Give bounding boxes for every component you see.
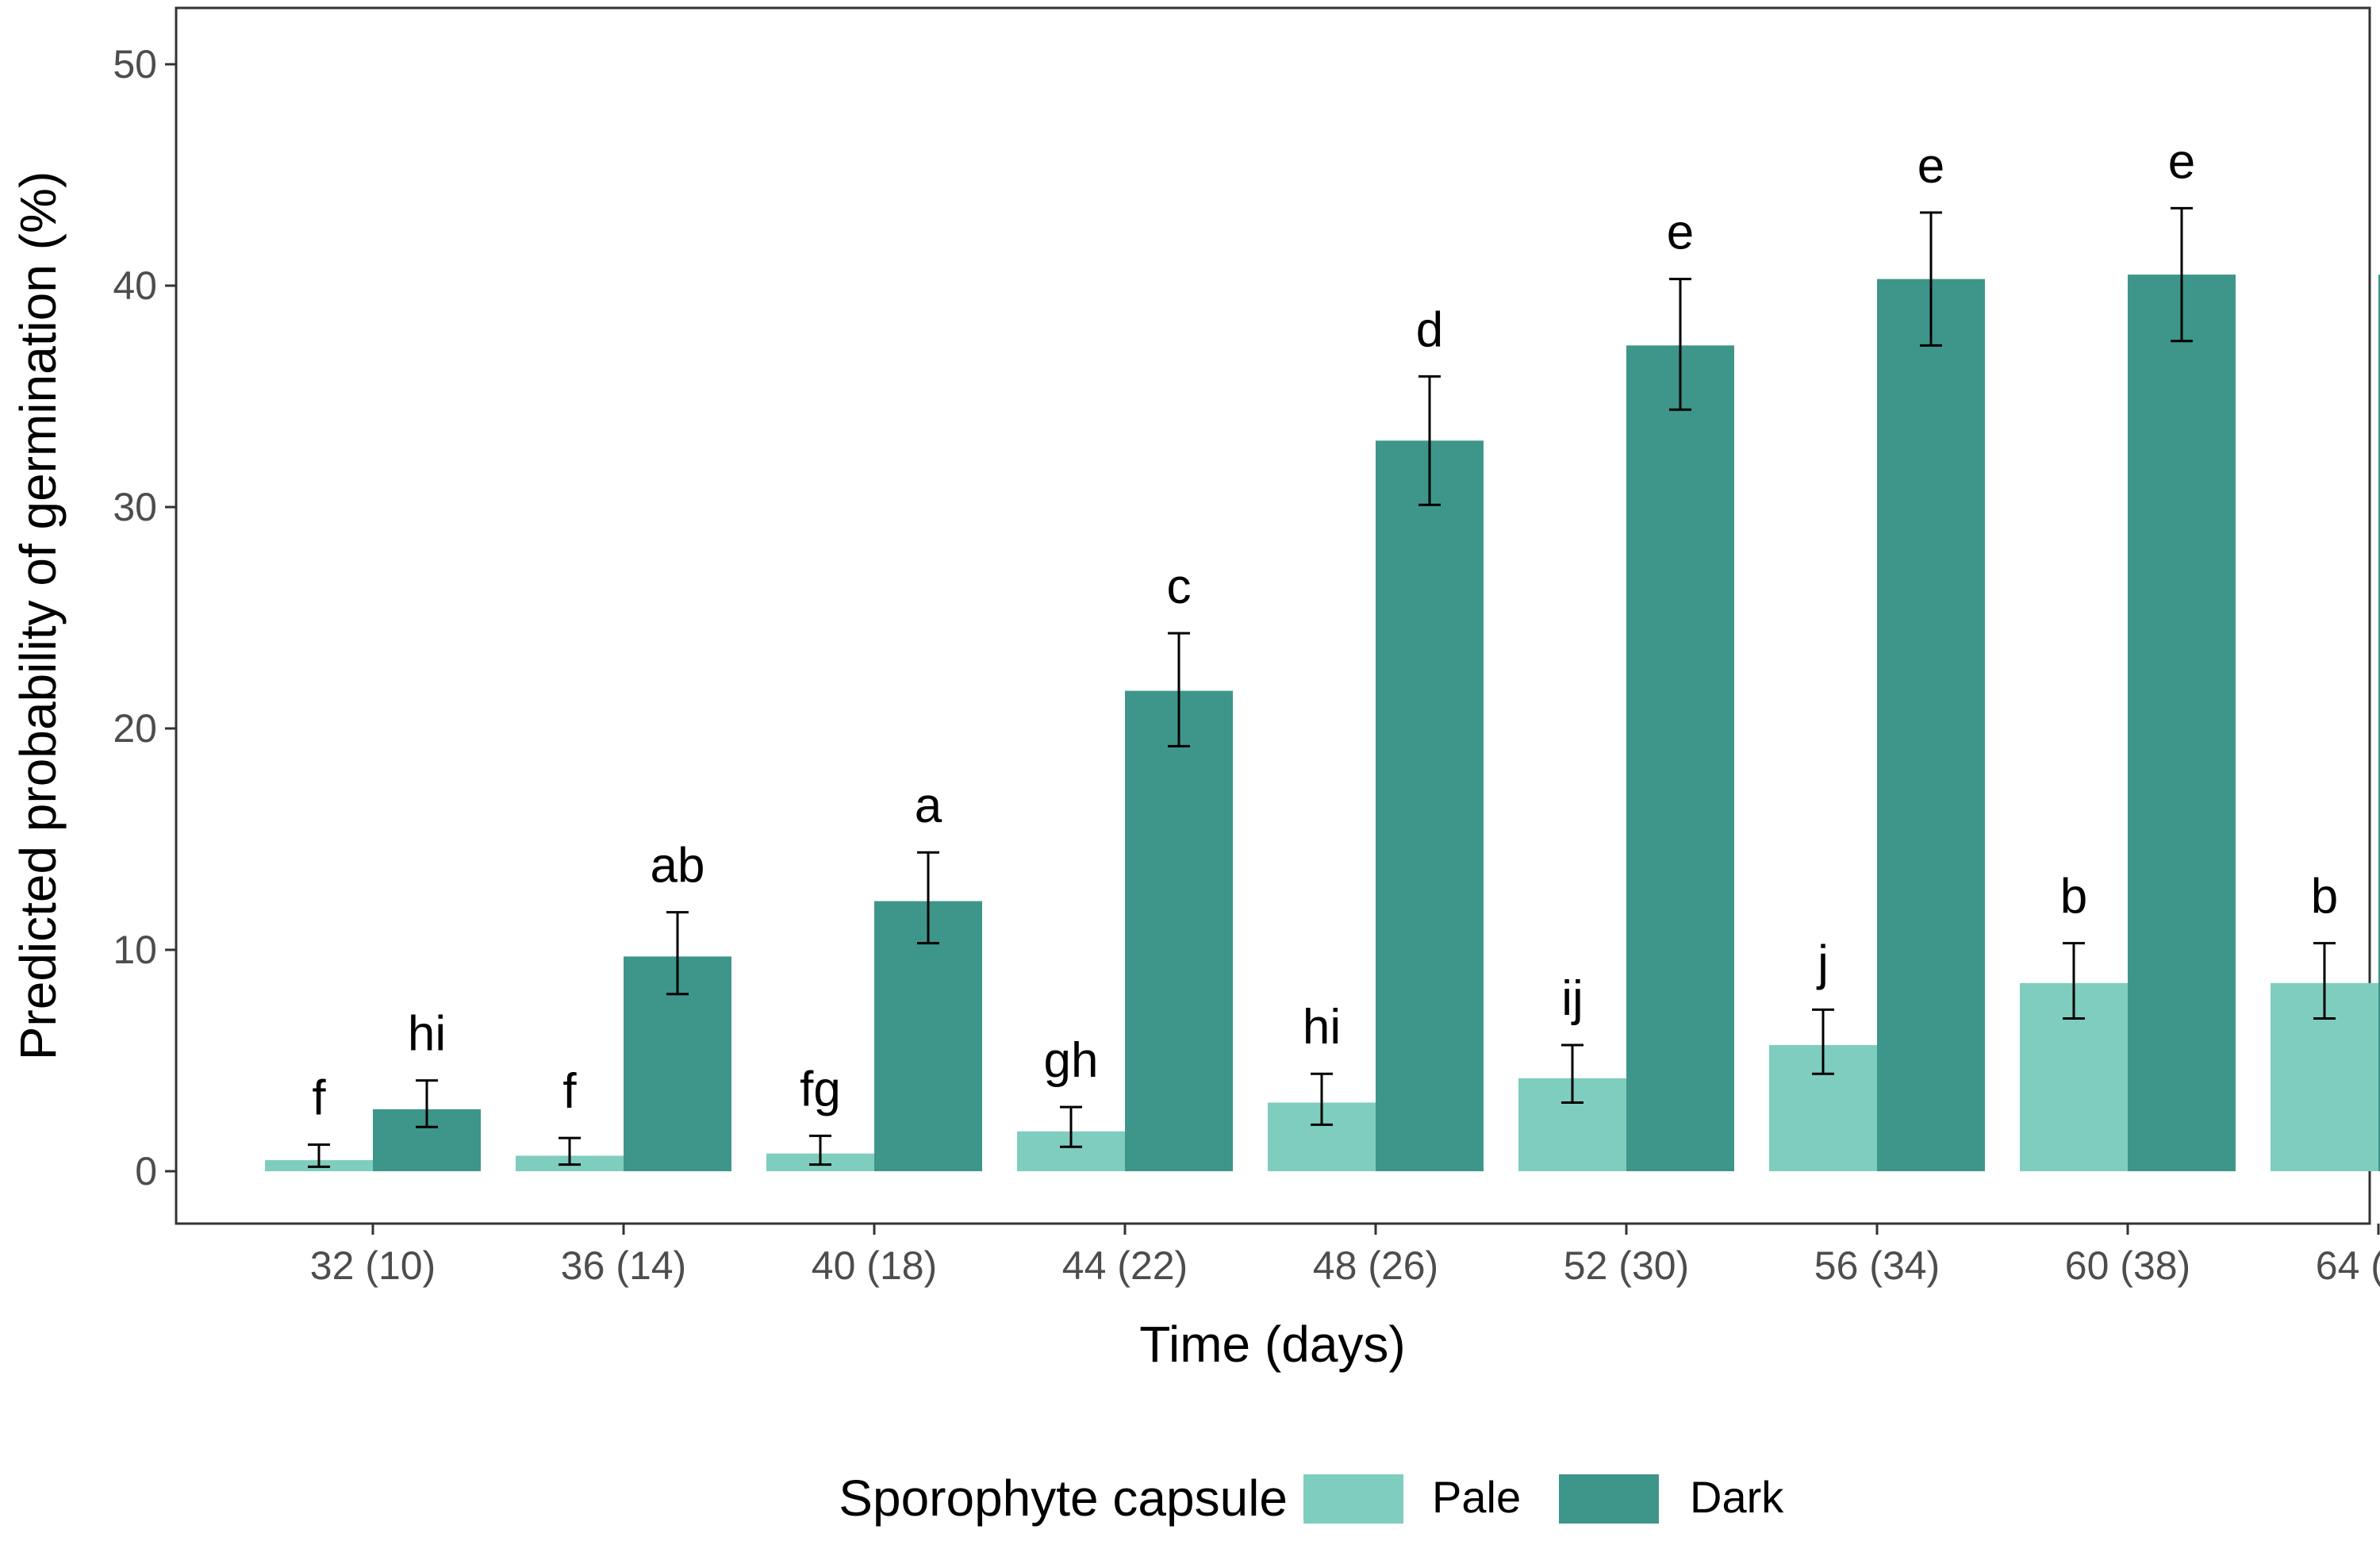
significance-letter: gh: [1044, 1033, 1099, 1088]
x-tick-label: 32 (10): [310, 1243, 436, 1288]
y-tick-label: 0: [135, 1149, 157, 1193]
bars: [265, 275, 2380, 1172]
x-axis-title: Time (days): [1139, 1316, 1405, 1373]
x-tick-label: 64 (42): [2316, 1243, 2380, 1288]
x-tick-label: 60 (38): [2065, 1243, 2190, 1288]
legend-title: Sporophyte capsule: [839, 1470, 1288, 1527]
significance-letter: fg: [800, 1062, 841, 1116]
significance-letter: b: [2060, 870, 2087, 924]
bar-dark: [2128, 275, 2236, 1171]
x-tick-label: 40 (18): [812, 1243, 937, 1288]
significance-letter: d: [1416, 302, 1443, 357]
significance-letter: c: [1167, 559, 1192, 614]
significance-letters: fffgghhiijjbbhiabacdeeee: [312, 134, 2338, 1126]
y-tick-label: 10: [113, 928, 157, 972]
plot-panel-border: [175, 6, 2371, 1225]
significance-letter: a: [915, 778, 942, 833]
x-tick-label: 56 (34): [1814, 1243, 1940, 1288]
legend-label-dark: Dark: [1690, 1472, 1784, 1522]
significance-letter: e: [1667, 206, 1694, 260]
significance-letter: ij: [1561, 971, 1583, 1026]
legend-swatch-dark: [1559, 1474, 1659, 1524]
error-bars: [308, 206, 2336, 1168]
bar-dark: [1626, 345, 1734, 1172]
x-tick-label: 44 (22): [1062, 1243, 1188, 1288]
bar-dark: [1125, 690, 1233, 1171]
y-tick-label: 50: [113, 42, 157, 86]
y-tick-label: 30: [113, 485, 157, 529]
significance-letter: ab: [651, 839, 705, 893]
significance-letter: hi: [1303, 1000, 1341, 1055]
legend-swatch-pale: [1303, 1474, 1403, 1524]
significance-letter: f: [312, 1071, 326, 1126]
x-tick-label: 36 (14): [561, 1243, 686, 1288]
y-axis: 0 10 20 30 40 50: [113, 42, 176, 1193]
legend-label-pale: Pale: [1432, 1472, 1521, 1522]
significance-letter: e: [2168, 134, 2195, 189]
significance-letter: f: [562, 1064, 577, 1119]
bar-dark: [2378, 275, 2380, 1171]
legend: Sporophyte capsule Pale Dark: [839, 1470, 1784, 1527]
y-tick-label: 20: [113, 706, 157, 751]
x-tick-label: 48 (26): [1313, 1243, 1438, 1288]
significance-letter: hi: [408, 1007, 446, 1062]
y-axis-title: Predicted probability of germination (%): [10, 171, 67, 1061]
bar-dark: [874, 901, 982, 1171]
significance-letter: b: [2311, 870, 2338, 924]
y-tick-label: 40: [113, 263, 157, 308]
x-axis: 32 (10) 36 (14) 40 (18) 44 (22) 48 (26) 52 (3…: [310, 1224, 2380, 1288]
bar-dark: [1376, 440, 1484, 1171]
significance-letter: e: [1917, 139, 1944, 194]
bar-dark: [1877, 279, 1985, 1171]
significance-letter: j: [1816, 936, 1829, 990]
x-tick-label: 52 (30): [1564, 1243, 1689, 1288]
